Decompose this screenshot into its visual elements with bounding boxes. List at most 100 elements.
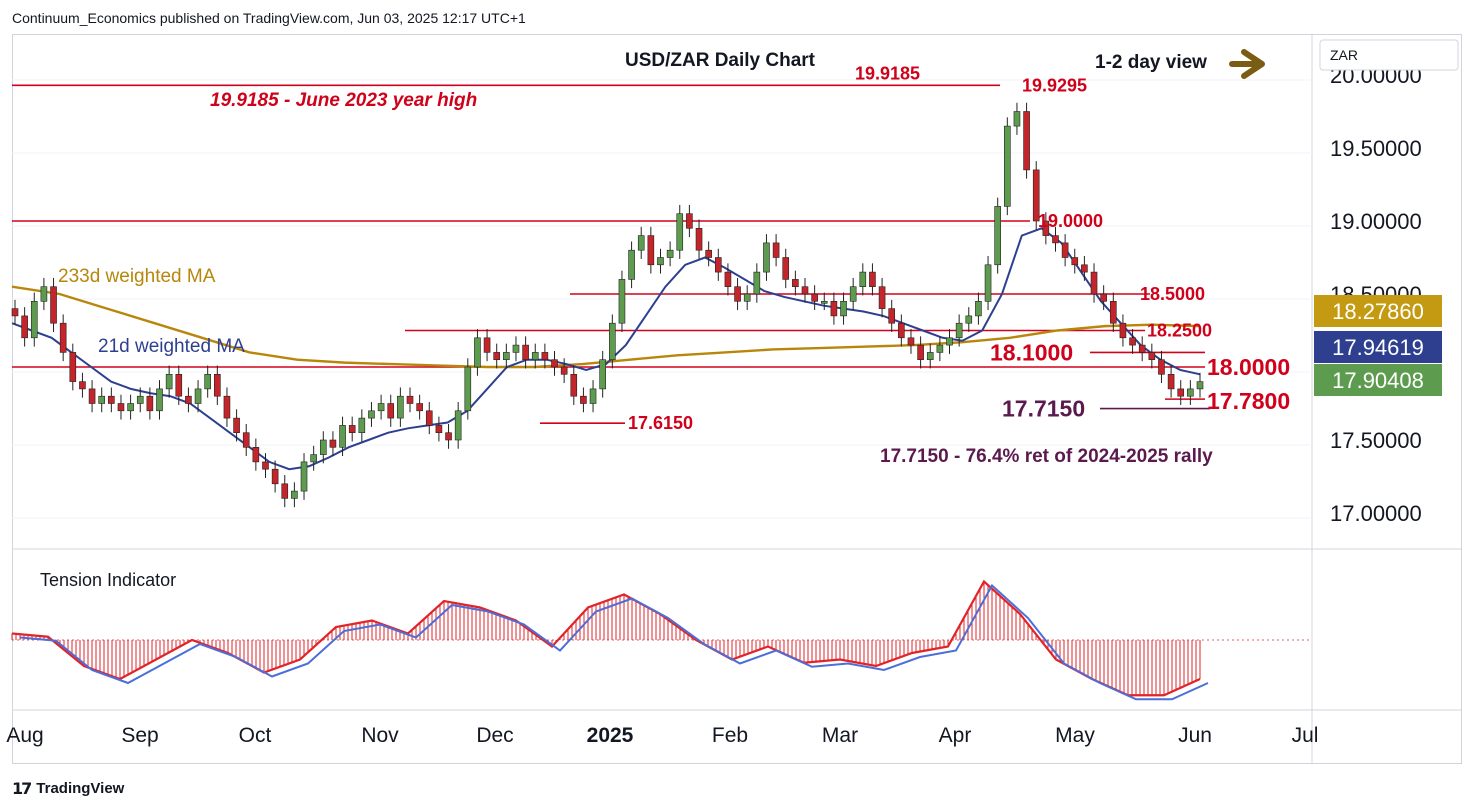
candle-body (840, 300, 847, 317)
y-tick-label: 17.50000 (1330, 428, 1422, 453)
x-tick-label: Apr (939, 724, 972, 747)
candle-body (445, 432, 452, 441)
candle-body (1119, 322, 1127, 339)
candle-body (397, 395, 404, 419)
candle-body (30, 300, 38, 339)
candle-body (464, 366, 472, 412)
candle-body (165, 373, 173, 390)
candle-body (223, 395, 231, 419)
candle-body (695, 228, 703, 251)
candle-body (127, 403, 134, 412)
candle-body (926, 352, 934, 360)
level-label-18-2500: 18.2500 (1147, 321, 1212, 341)
candle-body (156, 388, 163, 412)
candle-body (965, 315, 973, 324)
candle-body (175, 373, 183, 397)
direction-arrow-icon (1229, 49, 1265, 79)
candle-body (435, 425, 443, 433)
candle-body (88, 388, 96, 404)
price-tag (1314, 331, 1442, 363)
candle-body (425, 410, 433, 426)
candle-body (59, 322, 67, 353)
price-tag-label: 18.27860 (1332, 299, 1424, 324)
candle-body (1013, 111, 1021, 127)
candle-body (714, 257, 722, 273)
candle-body (869, 271, 876, 288)
symbol-box (1319, 39, 1459, 71)
candle-body (319, 439, 327, 455)
level-label-17-7150: 17.7150 (1002, 396, 1085, 422)
candle-body (734, 286, 741, 302)
x-tick-label: Dec (476, 724, 513, 747)
candle-body (185, 395, 192, 404)
level-label-17-6150: 17.6150 (628, 413, 693, 433)
candle-body (686, 213, 693, 229)
candle-body (1052, 235, 1059, 244)
level-label-18-0000: 18.0000 (1207, 354, 1290, 380)
candle-body (214, 373, 221, 397)
candle-body (705, 249, 712, 258)
candle-body (310, 454, 317, 463)
level-label-17-7800: 17.7800 (1207, 388, 1290, 414)
candle-body (271, 468, 279, 485)
candle-body (859, 271, 867, 288)
candle-body (1187, 388, 1194, 397)
tradingview-logo[interactable]: 17 TradingView (12, 779, 124, 798)
ma21-line (11, 227, 1201, 471)
candle-body (108, 395, 115, 404)
candle-body (580, 395, 587, 404)
x-tick-label: Feb (712, 724, 748, 747)
candle-body (647, 235, 655, 266)
candle-body (830, 300, 838, 317)
candle-body (849, 286, 857, 302)
candle-body (454, 410, 462, 441)
candle-body (262, 461, 269, 470)
candle-body (1138, 344, 1146, 353)
candle-body (252, 446, 260, 463)
candle-body (1023, 111, 1030, 171)
candle-body (898, 322, 905, 339)
candle-body (753, 271, 761, 295)
candle-body (609, 322, 616, 361)
x-tick-label: Oct (239, 724, 272, 747)
tension-signal-line (19, 583, 1209, 701)
candle-body (358, 417, 366, 434)
candle-body (136, 395, 144, 404)
candle-body (994, 206, 1001, 266)
level-label-19-9295: 19.9295 (1022, 75, 1087, 95)
x-tick-label: Jul (1292, 724, 1319, 747)
candle-body (907, 337, 915, 346)
candle-body (1081, 264, 1088, 273)
level-label-18-1000: 18.1000 (990, 339, 1073, 365)
annotation-retracement: 17.7150 - 76.4% ret of 2024-2025 rally (880, 446, 1213, 467)
candle-body (40, 286, 48, 302)
candle-body (406, 395, 414, 404)
candle-body (551, 359, 558, 368)
candle-body (233, 417, 240, 434)
x-tick-label: 2025 (587, 724, 634, 747)
candle-body (878, 286, 886, 309)
candle-body (984, 264, 992, 302)
x-tick-label: Jun (1178, 724, 1212, 747)
candle-body (975, 300, 982, 317)
candle-body (570, 373, 578, 397)
candle-body (560, 366, 568, 375)
candle-body (888, 308, 896, 324)
x-tick-label: Sep (121, 724, 158, 747)
candle-body (1032, 169, 1040, 222)
candle-body (146, 395, 154, 412)
candle-body (339, 425, 346, 448)
candle-body (300, 461, 308, 492)
candle-body (955, 322, 963, 339)
tradingview-brand: TradingView (36, 780, 125, 797)
candle-body (1042, 220, 1050, 236)
candle-body (483, 337, 491, 353)
symbol-label: ZAR (1330, 47, 1358, 63)
candle-body (724, 271, 732, 288)
candle-body (1167, 373, 1175, 390)
candle-body (1004, 125, 1011, 207)
tension-line (11, 579, 1201, 697)
candle-body (98, 395, 106, 404)
candle-body (1109, 300, 1117, 324)
